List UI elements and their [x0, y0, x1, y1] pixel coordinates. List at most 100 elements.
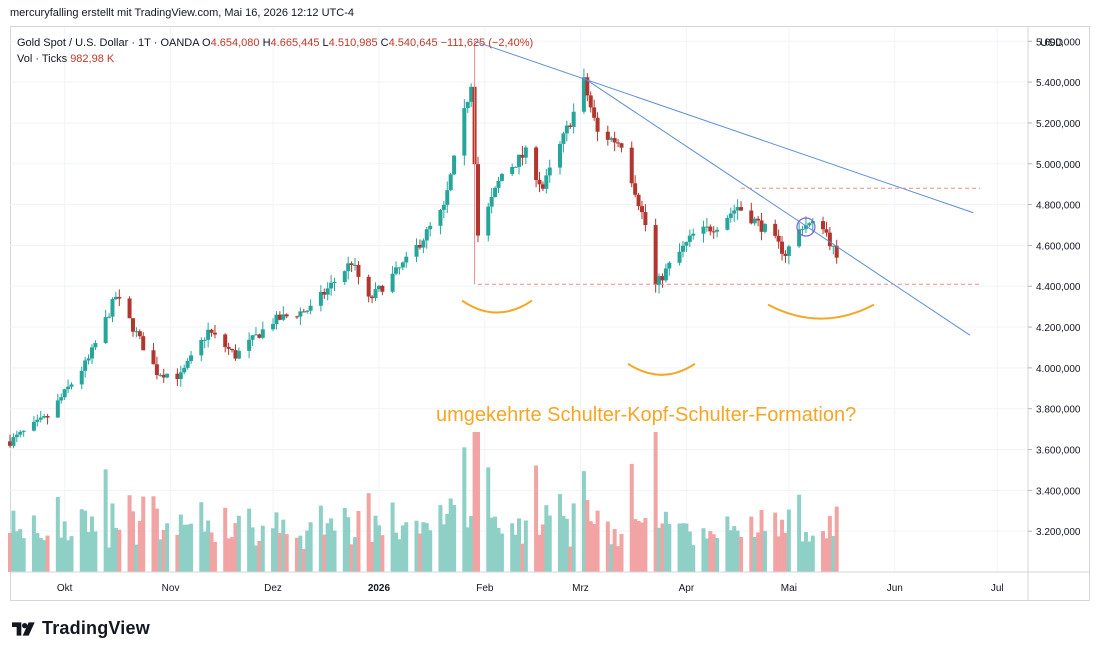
time-tick-label: Feb — [476, 583, 494, 594]
trendline — [474, 40, 974, 214]
candle-down — [212, 325, 217, 339]
price-tick-label: 5.400,000 — [1036, 78, 1081, 89]
volume-bar — [438, 505, 443, 572]
volume-bar — [749, 516, 754, 572]
volume-bar — [756, 532, 761, 572]
candle-body — [185, 361, 190, 368]
candle-up — [581, 68, 586, 114]
candle-body — [397, 267, 402, 269]
candle-body — [212, 332, 217, 335]
candle-down — [356, 261, 361, 285]
volume-bar — [59, 537, 64, 572]
volume-bar — [134, 544, 139, 572]
candle-up — [667, 261, 672, 276]
volume-bar — [691, 545, 696, 572]
candle-down — [653, 218, 658, 293]
volume-bar — [469, 515, 474, 572]
candle-down — [257, 333, 262, 339]
legend-volume-label[interactable]: Vol · Ticks — [17, 53, 68, 65]
volume-bar — [517, 518, 521, 572]
candle-down — [708, 224, 713, 236]
volume-bar — [800, 541, 805, 572]
volume-bar — [366, 493, 371, 572]
candle-body — [400, 262, 405, 268]
candle-body — [55, 400, 60, 418]
volume-bar — [117, 529, 122, 572]
candle-up — [496, 176, 501, 194]
currency-label[interactable]: USD — [1040, 37, 1063, 49]
candle-body — [660, 276, 665, 281]
candle-down — [322, 288, 327, 299]
candle-body — [749, 210, 754, 224]
candle-down — [223, 333, 228, 353]
candle-down — [660, 273, 665, 288]
candle-body — [89, 347, 94, 359]
candle-body — [294, 316, 299, 318]
volume-bar — [107, 547, 112, 572]
volume-bar — [329, 518, 334, 572]
volume-bar — [428, 530, 433, 572]
volume-bar — [86, 532, 91, 572]
candle-up — [438, 208, 443, 235]
candle-body — [725, 217, 730, 230]
candle-body — [687, 235, 692, 242]
candle-body — [110, 299, 115, 317]
candle-down — [639, 200, 644, 220]
volume-bar — [496, 527, 501, 572]
volume-bar — [151, 496, 156, 572]
candle-body — [711, 231, 716, 233]
candle-body — [752, 218, 757, 224]
volume-bar — [657, 527, 662, 572]
time-axis: Okt Nov Dez 2026 Feb Mrz Apr Mai Jun Jul — [10, 571, 1089, 594]
volume-bar — [797, 494, 802, 572]
candle-up — [428, 222, 433, 237]
candle-body — [581, 77, 586, 112]
candle-body — [69, 384, 74, 387]
legend-symbol[interactable]: Gold Spot / U.S. Dollar · 1T · OANDA — [17, 37, 199, 49]
volume-bar — [346, 517, 351, 572]
candle-body — [557, 143, 562, 168]
volume-bar — [773, 512, 778, 572]
candle-up — [236, 347, 241, 360]
candle-body — [62, 389, 67, 398]
candle-body — [93, 343, 98, 348]
candle-body — [45, 415, 50, 418]
candle-up — [752, 216, 757, 226]
tradingview-logo[interactable]: TradingView — [12, 618, 150, 639]
volume-bar — [308, 522, 313, 572]
price-axis: 5.600,000 5.400,000 5.200,000 5.000,000 4.80… — [1027, 27, 1081, 600]
candle-body — [441, 204, 446, 210]
price-tick-label: 5.000,000 — [1036, 160, 1081, 171]
candle-down — [366, 274, 371, 303]
volume-bar — [400, 525, 405, 572]
candle-up — [684, 241, 689, 253]
volume-bar — [807, 541, 812, 572]
volume-bar — [38, 537, 43, 572]
candle-body — [257, 334, 262, 338]
candle-body — [780, 241, 785, 254]
candle-body — [349, 263, 354, 265]
candle-up — [31, 416, 36, 432]
candle-body — [824, 229, 829, 233]
volume-bar — [605, 521, 610, 572]
volume-bar — [424, 523, 429, 572]
candle-up — [800, 225, 805, 236]
candle-up — [557, 141, 562, 175]
candle-up — [445, 181, 450, 214]
volume-bar — [486, 467, 491, 572]
candle-body — [759, 220, 764, 232]
candle-body — [708, 226, 713, 232]
candle-down — [233, 344, 238, 361]
candle-up — [397, 267, 402, 275]
candle-body — [137, 331, 142, 337]
candle-up — [134, 327, 139, 338]
candle-up — [561, 131, 566, 153]
price-tick-label: 5.600,000 — [1036, 37, 1081, 48]
breakout-circle — [796, 217, 816, 237]
candle-body — [271, 324, 276, 330]
candle-up — [89, 344, 94, 365]
price-tick-label: 4.400,000 — [1036, 282, 1081, 293]
volume-bar — [305, 530, 310, 572]
legend-close-label: C — [380, 37, 389, 49]
